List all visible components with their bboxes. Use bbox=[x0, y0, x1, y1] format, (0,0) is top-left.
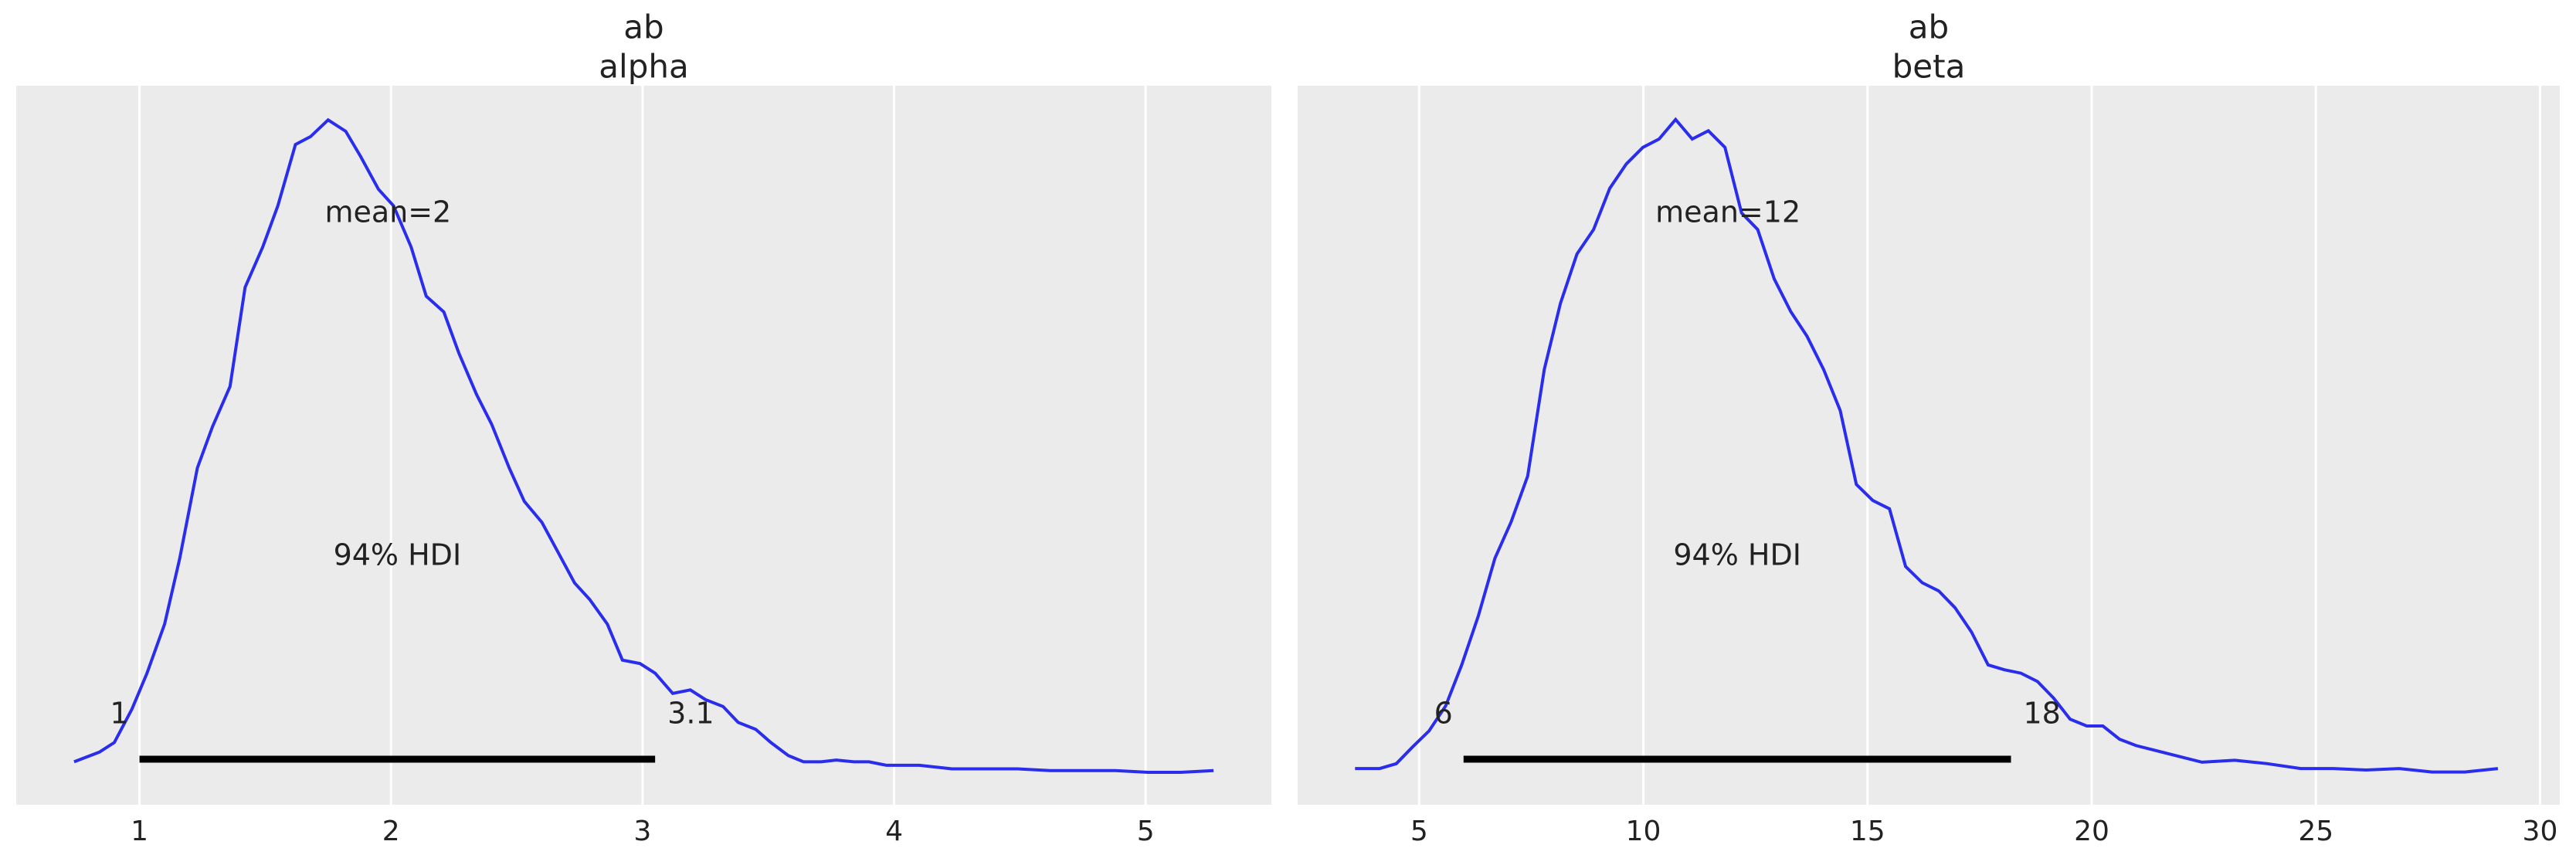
panel-subtitle: beta bbox=[1892, 48, 1966, 86]
hdi-upper-label: 3.1 bbox=[667, 697, 714, 731]
hdi-annotation: 94% HDI bbox=[1673, 538, 1801, 572]
panel-title: ab bbox=[1909, 8, 1949, 46]
x-tick-label: 2 bbox=[382, 816, 400, 847]
x-tick-label: 25 bbox=[2298, 816, 2333, 847]
x-tick-label: 5 bbox=[1137, 816, 1155, 847]
hdi-annotation: 94% HDI bbox=[334, 538, 462, 572]
x-tick-label: 10 bbox=[1626, 816, 1661, 847]
x-tick-label: 5 bbox=[1410, 816, 1428, 847]
x-tick-label: 30 bbox=[2523, 816, 2558, 847]
density-curve bbox=[73, 117, 1214, 774]
plot-area bbox=[16, 86, 1271, 805]
hdi-lower-label: 1 bbox=[110, 697, 128, 731]
x-tick-label: 3 bbox=[633, 816, 651, 847]
mean-annotation: mean=2 bbox=[324, 195, 451, 229]
panel-subtitle: alpha bbox=[599, 48, 688, 86]
density-curve bbox=[1355, 117, 2499, 774]
hdi-lower-label: 6 bbox=[1434, 697, 1453, 731]
panel-title: ab bbox=[623, 8, 664, 46]
mean-annotation: mean=12 bbox=[1655, 195, 1800, 229]
x-tick-label: 15 bbox=[1850, 816, 1885, 847]
x-tick-label: 20 bbox=[2074, 816, 2109, 847]
x-tick-label: 4 bbox=[885, 816, 903, 847]
hdi-upper-label: 18 bbox=[2024, 697, 2061, 731]
x-tick-label: 1 bbox=[131, 816, 148, 847]
plot-area bbox=[1298, 86, 2560, 805]
